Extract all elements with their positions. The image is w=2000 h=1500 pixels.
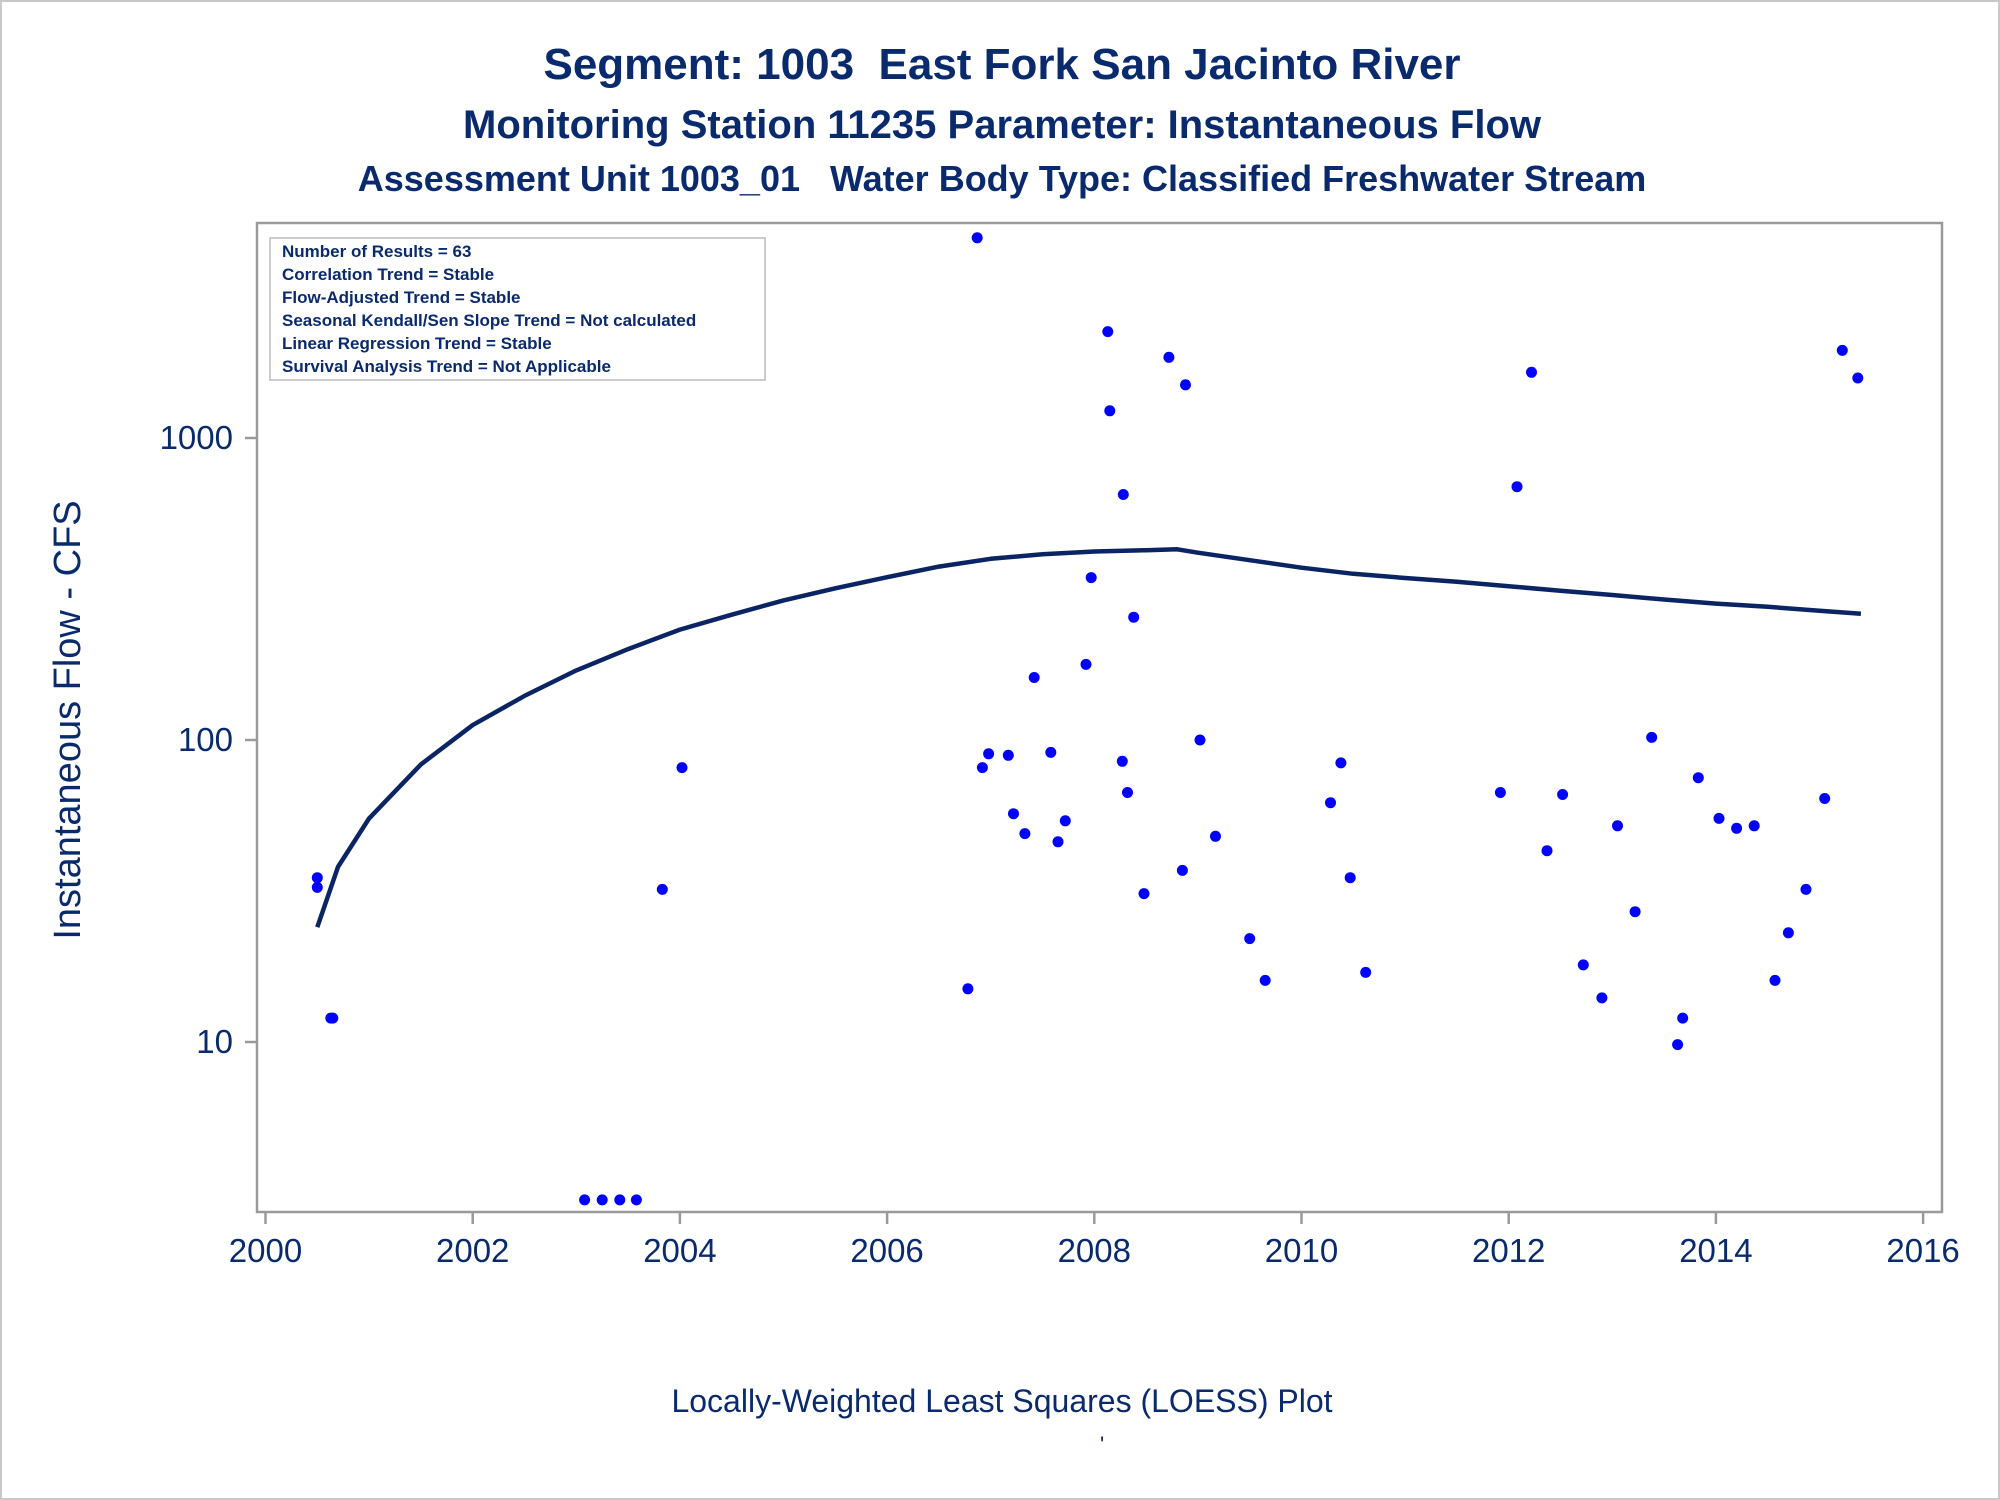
data-point: [1008, 808, 1019, 820]
data-point: [630, 1194, 642, 1206]
data-point: [1122, 787, 1133, 798]
data-point: [1028, 672, 1040, 683]
x-tick-label: 2002: [436, 1232, 509, 1269]
chart-title: Segment: 1003 East Fork San Jacinto Rive…: [543, 40, 1461, 89]
data-point: [1494, 787, 1506, 798]
data-point: [1748, 820, 1760, 832]
x-tick-label: 2014: [1679, 1232, 1752, 1269]
data-point: [327, 1012, 339, 1024]
y-tick-label: 1000: [160, 419, 233, 456]
data-point: [311, 872, 323, 884]
data-point: [1713, 812, 1725, 824]
data-point: [1344, 872, 1356, 884]
data-point: [1629, 906, 1641, 918]
data-point: [1769, 974, 1781, 986]
data-point: [1244, 933, 1256, 945]
data-point: [1002, 749, 1014, 761]
data-point: [1596, 992, 1608, 1004]
data-point: [1731, 822, 1743, 834]
data-point: [1360, 966, 1372, 978]
stats-survival-analysis-trend: Survival Analysis Trend = Not Applicable: [282, 357, 611, 376]
data-point: [1612, 820, 1623, 832]
data-point: [656, 883, 668, 895]
data-point: [962, 983, 974, 995]
x-tick-label: 2004: [643, 1232, 716, 1269]
data-point: [1180, 379, 1191, 391]
data-point: [1819, 793, 1831, 804]
loess-trend-line: [315, 547, 1862, 928]
data-point: [1852, 372, 1864, 384]
stats-number-of-results: Number of Results = 63: [282, 242, 471, 261]
x-tick-label: 2016: [1886, 1232, 1959, 1269]
stats-seasonal-kendall-trend: Seasonal Kendall/Sen Slope Trend = Not c…: [282, 311, 696, 330]
stats-correlation-trend: Correlation Trend = Stable: [282, 265, 494, 284]
data-point: [1526, 366, 1537, 378]
data-point: [1800, 883, 1812, 895]
data-point: [1672, 1039, 1684, 1051]
data-point: [1138, 888, 1150, 900]
data-point: [1541, 845, 1553, 857]
chart-subtitle-station: Monitoring Station 11235 Parameter: Inst…: [463, 103, 1541, 147]
x-tick-label: 2006: [850, 1232, 923, 1269]
footnote-tick-mark: ': [1100, 1432, 1105, 1457]
data-point: [1102, 326, 1114, 338]
data-point: [1059, 815, 1071, 827]
data-point: [579, 1194, 591, 1206]
stats-box: Number of Results = 63 Correlation Trend…: [269, 237, 766, 381]
data-point: [1325, 797, 1336, 809]
data-point: [1019, 828, 1031, 840]
data-point: [1836, 344, 1848, 356]
stats-box-border: [269, 237, 766, 381]
data-point: [676, 762, 688, 774]
data-point: [1085, 572, 1097, 584]
data-point: [1577, 959, 1589, 971]
chart-subtitle-assessment: Assessment Unit 1003_01 Water Body Type:…: [357, 158, 1647, 199]
data-point: [614, 1194, 626, 1206]
data-point: [1194, 734, 1206, 746]
data-point: [596, 1194, 608, 1206]
plot-area-frame: [255, 221, 1944, 1214]
data-point: [1646, 731, 1658, 743]
y-tick-label: 10: [196, 1023, 233, 1060]
data-point: [1782, 927, 1794, 939]
data-marks: [311, 232, 1864, 1206]
data-point: [1511, 481, 1523, 493]
footnote: Locally-Weighted Least Squares (LOESS) P…: [671, 1383, 1333, 1419]
stats-linear-regression-trend: Linear Regression Trend = Stable: [282, 334, 552, 353]
stats-flow-adjusted-trend: Flow-Adjusted Trend = Stable: [282, 288, 521, 307]
data-point: [1557, 789, 1569, 800]
data-point: [971, 232, 983, 244]
axes: 2000 2002 2004 2006 2008 2010 2012 2014 2016 10 10…: [160, 419, 1960, 1269]
data-point: [1128, 611, 1140, 623]
x-tick-label: 2000: [229, 1232, 302, 1269]
y-axis-label: Instantaneous Flow - CFS: [47, 500, 89, 939]
data-point: [1176, 864, 1188, 876]
data-point: [1117, 489, 1129, 500]
data-point: [311, 881, 323, 893]
x-tick-label: 2010: [1265, 1232, 1338, 1269]
data-point: [1335, 757, 1347, 769]
data-point: [1692, 772, 1704, 784]
x-tick-label: 2008: [1058, 1232, 1131, 1269]
data-point: [1163, 351, 1175, 363]
data-point: [1080, 658, 1092, 670]
data-point: [1104, 405, 1116, 417]
y-tick-label: 100: [178, 721, 233, 758]
data-point: [983, 748, 995, 760]
data-point: [1677, 1012, 1689, 1024]
data-point: [1045, 746, 1057, 758]
data-point: [1259, 974, 1271, 986]
data-point: [976, 762, 988, 774]
data-point: [1210, 830, 1221, 842]
x-tick-label: 2012: [1472, 1232, 1545, 1269]
data-point: [1052, 836, 1064, 848]
data-point: [1116, 755, 1128, 767]
